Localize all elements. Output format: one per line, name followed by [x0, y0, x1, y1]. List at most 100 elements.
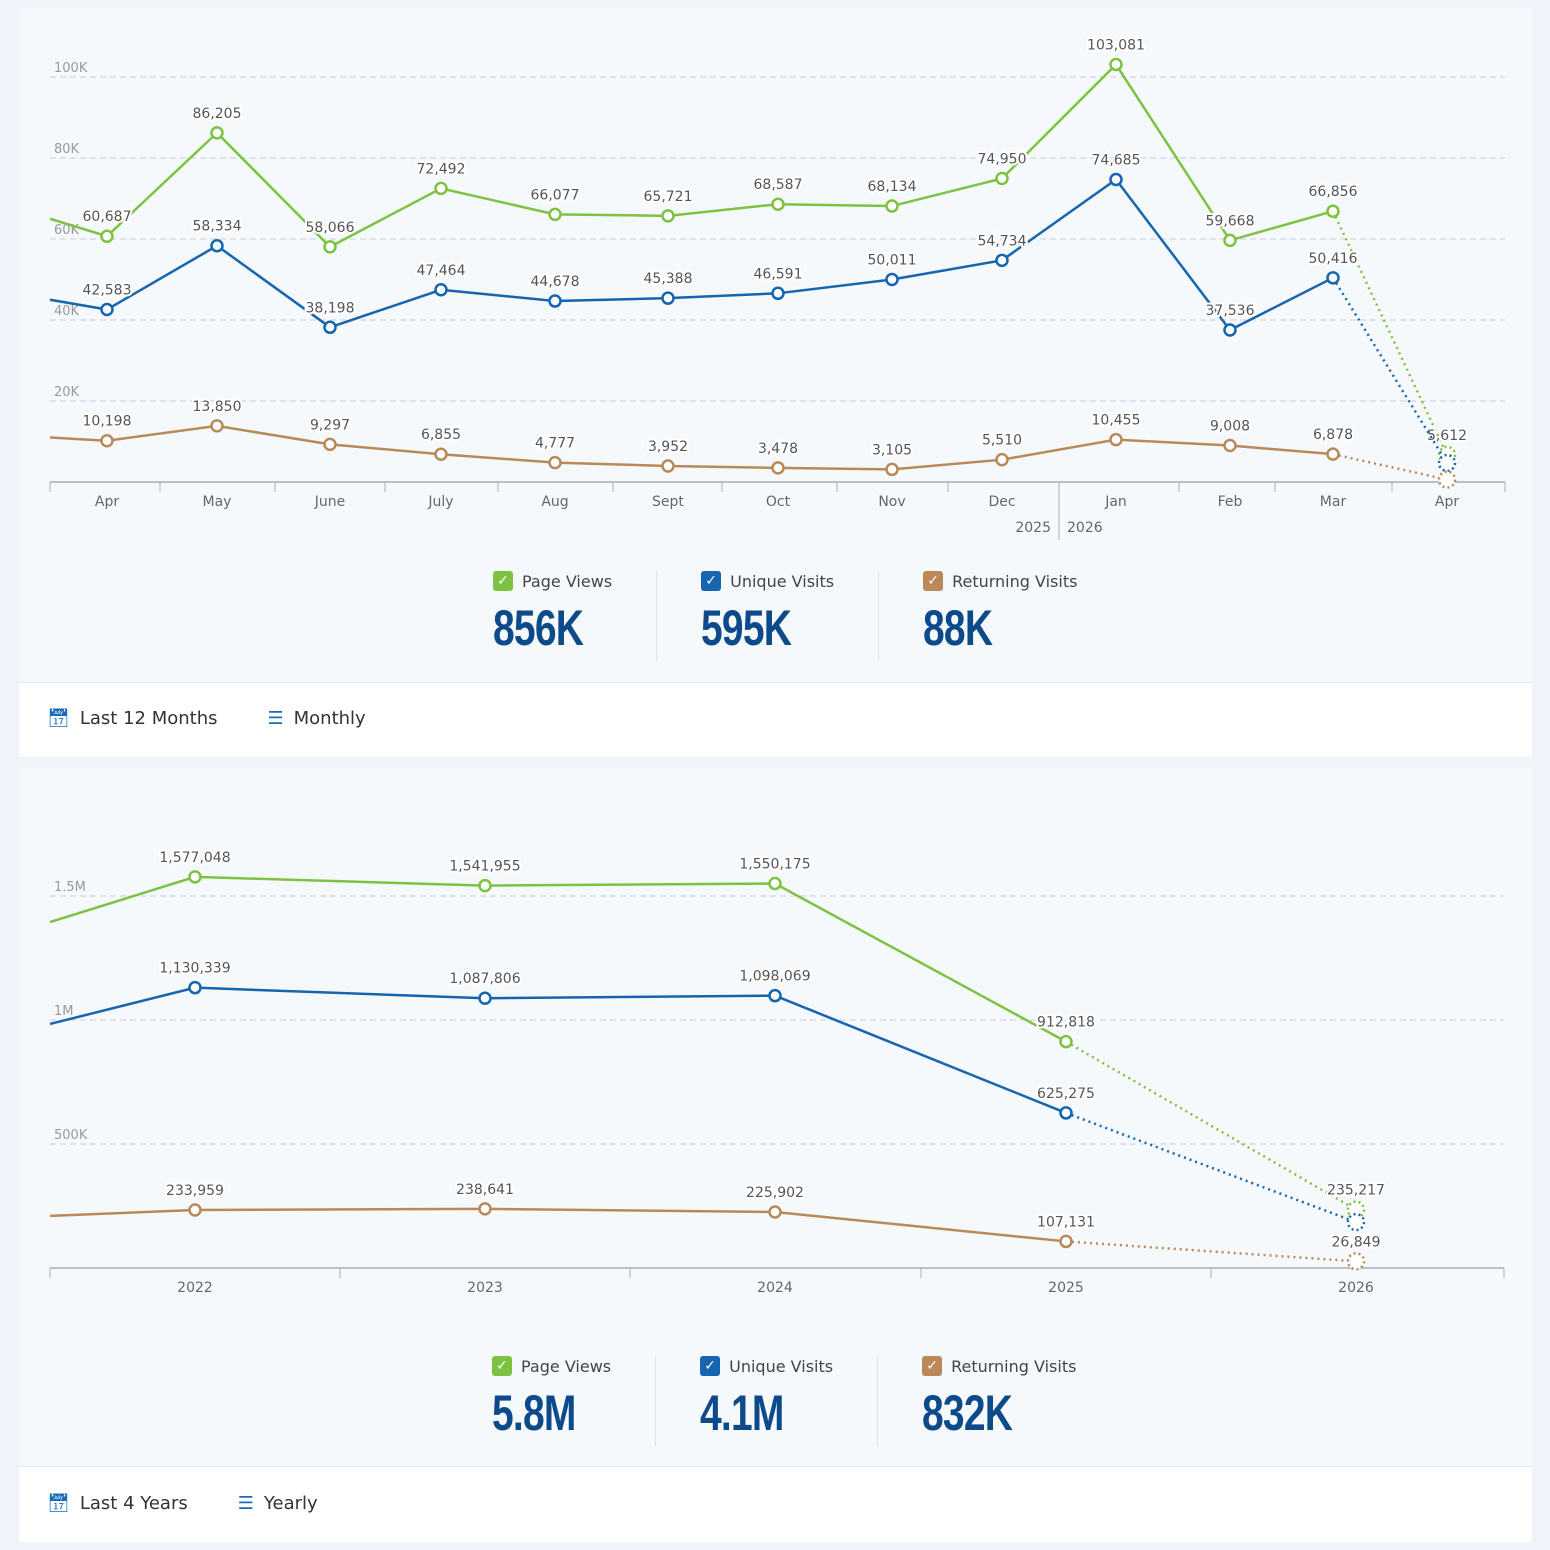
checkbox-icon[interactable]: ✓: [923, 571, 944, 591]
data-label: 238,641: [456, 1182, 514, 1198]
data-label: 68,587: [754, 177, 803, 193]
data-label: 9,008: [1210, 419, 1250, 435]
data-point: [1437, 453, 1457, 473]
legend: ✓ Page Views 856K ✓ Unique Visits 595K ✓ Retu…: [493, 571, 1165, 661]
data-label: 235,217: [1327, 1183, 1385, 1199]
data-point: [771, 197, 785, 211]
data-point: [771, 286, 785, 301]
data-point: [1109, 432, 1123, 447]
interval-icon: ☰: [267, 708, 284, 729]
data-point: [1437, 470, 1457, 489]
data-point: [768, 988, 782, 1003]
data-point: [323, 320, 337, 335]
data-label: 6,855: [421, 427, 461, 443]
data-point: [1326, 204, 1340, 218]
date-range-button[interactable]: 📅︎ Last 12 Months: [47, 708, 218, 729]
interval-button[interactable]: ☰ Monthly: [268, 708, 366, 729]
checkbox-icon[interactable]: ✓: [701, 571, 722, 591]
data-point: [478, 1202, 492, 1216]
data-label: 103,081: [1087, 38, 1145, 54]
data-point: [1109, 57, 1123, 72]
data-label: 233,959: [166, 1183, 224, 1199]
data-point: [885, 462, 899, 477]
data-point: [768, 1205, 782, 1219]
x-tick-label: May: [203, 494, 232, 510]
data-label: 1,577,048: [159, 850, 230, 866]
legend-label: Page Views: [521, 1356, 612, 1376]
interval-button[interactable]: ☰ Yearly: [238, 1493, 318, 1514]
data-label: 625,275: [1037, 1086, 1095, 1102]
data-point: [100, 433, 114, 448]
data-label: 47,464: [417, 263, 466, 279]
data-point: [661, 209, 675, 223]
data-label: 54,734: [978, 233, 1027, 249]
calendar-icon: 📅︎: [47, 708, 70, 729]
data-point: [1223, 323, 1237, 337]
total-value: 832K: [922, 1385, 1013, 1441]
date-range-button[interactable]: 📅︎ Last 4 Years: [47, 1493, 188, 1514]
x-tick-label: 2022: [177, 1280, 213, 1296]
interval-label: Yearly: [263, 1493, 318, 1514]
checkbox-icon[interactable]: ✓: [922, 1356, 943, 1376]
data-point: [323, 437, 337, 452]
data-point: [100, 229, 114, 243]
data-label: 1,087,806: [449, 971, 520, 987]
x-tick-label: 2023: [467, 1280, 503, 1296]
monthly-line-chart: 20K 40K 60K 80K 100K 2025 2026 Apr May June July Au…: [49, 36, 1506, 540]
projected-segment: [1065, 1240, 1357, 1263]
data-point: [885, 199, 899, 213]
total-value: 5.8M: [492, 1385, 576, 1441]
data-point: [478, 878, 492, 893]
data-label: 65,721: [644, 189, 693, 205]
data-point: [548, 207, 562, 222]
data-point: [188, 870, 202, 884]
checkbox-icon[interactable]: ✓: [493, 571, 513, 591]
data-label: 26,849: [1332, 1234, 1381, 1250]
y-tick-label: 100K: [54, 61, 88, 76]
y-tick-label: 1M: [54, 1004, 74, 1019]
data-label: 86,205: [193, 106, 242, 122]
data-point: [1223, 233, 1237, 248]
data-label: 13,850: [193, 399, 242, 415]
total-value: 4.1M: [700, 1385, 784, 1441]
data-label: 3,952: [648, 439, 688, 455]
y-tick-label: 60K: [54, 223, 80, 238]
x-tick-label: Oct: [766, 494, 791, 510]
data-point: [1059, 1034, 1073, 1049]
y-tick-label: 500K: [54, 1128, 88, 1143]
legend-unique-visits[interactable]: ✓ Unique Visits 4.1M: [700, 1356, 879, 1446]
legend-page-views[interactable]: ✓ Page Views 5.8M: [492, 1356, 657, 1446]
data-point: [995, 253, 1009, 268]
data-label: 42,583: [83, 283, 132, 299]
checkbox-icon[interactable]: ✓: [492, 1356, 512, 1376]
legend-page-views[interactable]: ✓ Page Views 856K: [493, 571, 658, 661]
data-label: 60,687: [83, 209, 132, 225]
legend-returning-visits[interactable]: ✓ Returning Visits 88K: [923, 571, 1121, 661]
checkbox-icon[interactable]: ✓: [700, 1356, 721, 1376]
x-tick-label: Nov: [878, 494, 905, 510]
interval-label: Monthly: [293, 708, 366, 729]
data-point: [100, 302, 114, 317]
series-line-page-views: [49, 875, 1067, 1043]
x-tick-label: Apr: [95, 494, 119, 510]
legend-returning-visits[interactable]: ✓ Returning Visits 832K: [922, 1356, 1120, 1446]
data-point: [771, 461, 785, 475]
x-tick-label: 2024: [757, 1280, 793, 1296]
data-point: [1059, 1106, 1073, 1120]
projected-segment: [1331, 277, 1449, 464]
data-label: 38,198: [306, 300, 355, 316]
y-tick-label: 1.5M: [54, 880, 86, 895]
series-line-page-views: [49, 62, 1334, 249]
legend-unique-visits[interactable]: ✓ Unique Visits 595K: [701, 571, 880, 661]
data-point: [768, 876, 782, 891]
data-label: 50,416: [1309, 251, 1358, 267]
total-value: 595K: [701, 600, 792, 656]
yearly-line-chart: 500K 1M 1.5M 2022 2023 2024 2025 2026 1,577,048 1…: [49, 848, 1505, 1296]
x-tick-label: Aug: [541, 494, 568, 510]
y-tick-label: 20K: [54, 385, 80, 400]
data-point: [1223, 438, 1237, 453]
data-point: [995, 171, 1009, 186]
data-label: 3,478: [758, 441, 798, 457]
monthly-traffic-card: 20K 40K 60K 80K 100K 2025 2026 Apr May June July Au…: [19, 8, 1532, 757]
data-point: [661, 459, 675, 473]
